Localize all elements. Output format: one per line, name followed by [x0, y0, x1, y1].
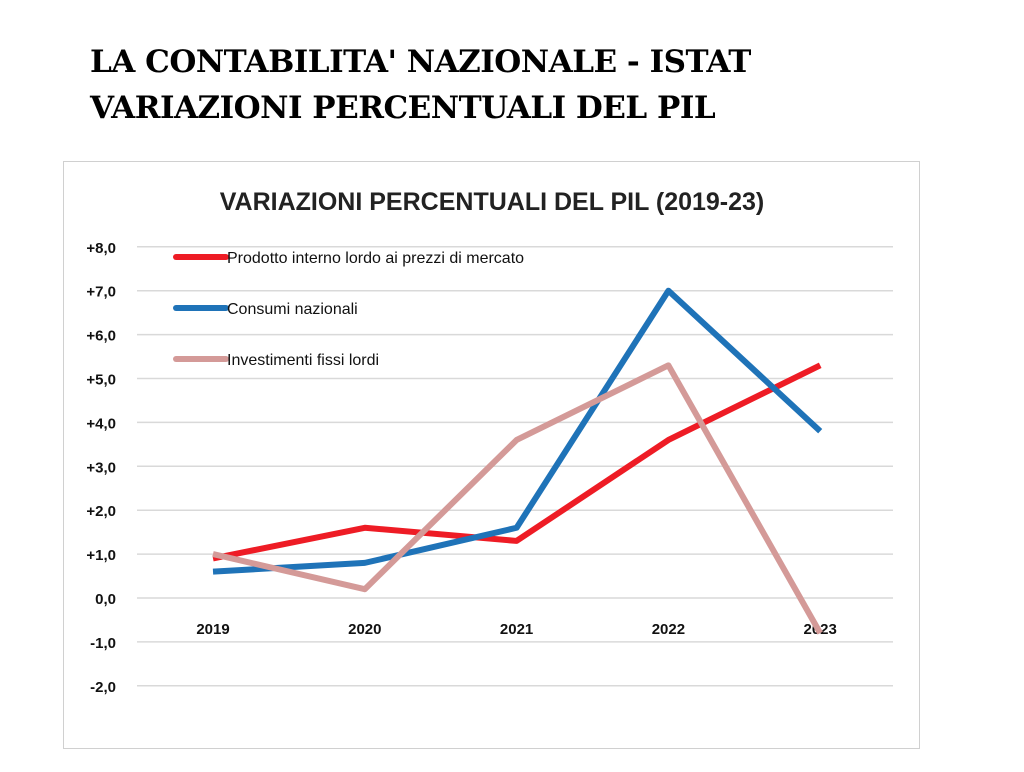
chart-frame: [63, 161, 920, 749]
x-tick-label: 2021: [500, 621, 533, 638]
y-tick-label: +2,0: [86, 503, 116, 520]
x-tick-label: 2019: [196, 621, 229, 638]
legend-label: Prodotto interno lordo ai prezzi di merc…: [227, 250, 524, 267]
x-tick-label: 2022: [652, 621, 685, 638]
legend-label: Consumi nazionali: [227, 301, 358, 318]
page-heading-line2: VARIAZIONI PERCENTUALI DEL PIL: [90, 90, 716, 126]
y-tick-label: +6,0: [86, 328, 116, 345]
y-tick-label: +1,0: [86, 547, 116, 564]
x-tick-label: 2020: [348, 621, 381, 638]
series-line: [212, 287, 823, 575]
y-tick-label: +4,0: [86, 415, 116, 432]
y-tick-label: -1,0: [90, 635, 116, 652]
y-tick-label: +3,0: [86, 459, 116, 476]
y-tick-label: -2,0: [90, 679, 116, 696]
y-tick-label: +5,0: [86, 372, 116, 389]
chart-title: VARIAZIONI PERCENTUALI DEL PIL (2019-23): [220, 188, 765, 216]
y-tick-label: +7,0: [86, 284, 116, 301]
page-heading-line1: LA CONTABILITA' NAZIONALE - ISTAT: [90, 44, 751, 80]
y-tick-label: +8,0: [86, 240, 116, 257]
series-line: [212, 362, 823, 635]
legend-label: Investimenti fissi lordi: [227, 352, 379, 369]
y-tick-label: 0,0: [95, 591, 116, 608]
